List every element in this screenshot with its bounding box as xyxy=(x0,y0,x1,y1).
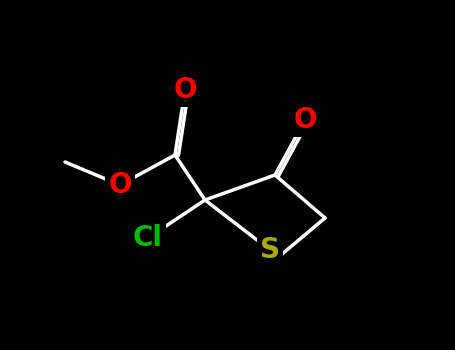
Text: O: O xyxy=(293,106,317,134)
Text: O: O xyxy=(108,171,132,199)
Text: O: O xyxy=(173,76,197,104)
Text: Cl: Cl xyxy=(133,224,163,252)
Text: S: S xyxy=(260,236,280,264)
